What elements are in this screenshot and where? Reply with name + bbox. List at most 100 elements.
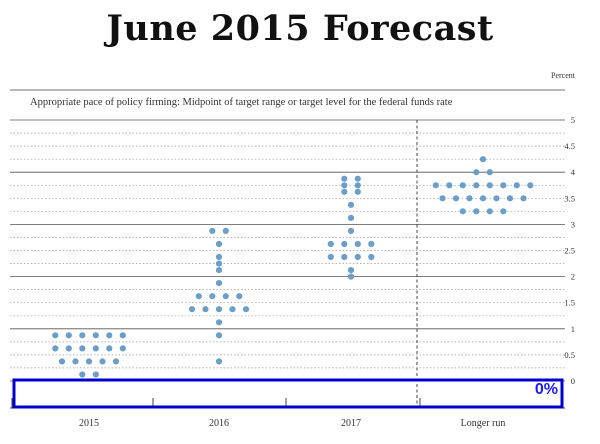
- participant-dot: [486, 169, 493, 176]
- participant-dot: [99, 358, 106, 365]
- participant-dot: [242, 306, 250, 313]
- participant-dot: [222, 227, 229, 234]
- participant-dot: [486, 208, 493, 215]
- participant-dot: [486, 182, 493, 189]
- chart-subtitle: Appropriate pace of policy firming: Midp…: [30, 97, 453, 108]
- participant-dot: [459, 182, 466, 189]
- participant-dot: [527, 182, 534, 189]
- y-tick-label: 0: [571, 376, 575, 386]
- y-tick-label: 5: [571, 115, 575, 125]
- participant-dot: [500, 182, 507, 189]
- y-tick-label: 3: [571, 219, 575, 229]
- participant-dot: [520, 195, 527, 202]
- participant-dot: [106, 345, 113, 352]
- participant-dot: [439, 195, 446, 202]
- y-tick-label: 4: [571, 167, 576, 177]
- participant-dot: [341, 188, 348, 195]
- axes: [10, 89, 565, 409]
- participant-dot: [188, 306, 196, 313]
- participant-dot: [473, 182, 480, 189]
- participant-dot: [506, 195, 514, 202]
- participant-dot: [119, 345, 126, 352]
- participant-dot: [347, 227, 355, 234]
- participant-dot: [119, 332, 126, 339]
- participant-dot: [347, 214, 355, 221]
- participant-dot: [215, 260, 223, 267]
- chart-title: June 2015 Forecast: [106, 8, 494, 49]
- participant-dot: [341, 182, 348, 189]
- y-tick-label: 2.5: [564, 246, 575, 256]
- participant-dot: [215, 280, 223, 287]
- dots: [52, 156, 534, 378]
- participant-dot: [79, 332, 86, 339]
- participant-dot: [215, 319, 223, 326]
- participant-dot: [452, 195, 460, 202]
- participant-dot: [215, 332, 223, 339]
- participant-dot: [215, 267, 223, 274]
- participant-dot: [112, 358, 120, 365]
- zero-highlight-box: [12, 378, 564, 409]
- participant-dot: [354, 188, 361, 195]
- participant-dot: [65, 332, 72, 339]
- participant-dot: [479, 156, 487, 163]
- participant-dot: [513, 182, 520, 189]
- participant-dot: [354, 240, 361, 248]
- y-tick-label: 4.5: [564, 141, 575, 151]
- participant-dot: [473, 169, 480, 176]
- participant-dot: [479, 195, 487, 202]
- participant-dot: [368, 253, 375, 261]
- participant-dot: [202, 306, 209, 313]
- x-category-label: 2017: [341, 418, 361, 429]
- y-tick-label: 1: [571, 324, 575, 334]
- participant-dot: [327, 253, 334, 261]
- participant-dot: [500, 208, 507, 215]
- x-tick-labels: 2015 2016 2017 Longer run: [79, 418, 505, 429]
- participant-dot: [354, 175, 361, 182]
- participant-dot: [215, 358, 223, 365]
- unit-label: Percent: [551, 71, 576, 80]
- participant-dot: [106, 332, 113, 339]
- participant-dot: [347, 273, 355, 280]
- participant-dot: [229, 306, 236, 313]
- participant-dot: [79, 371, 86, 378]
- participant-dot: [209, 227, 216, 234]
- x-category-label: Longer run: [461, 418, 506, 429]
- y-tick-labels: 0 0.5 1 1.5 2 2.5 3 3.5 4 4.5 5: [564, 115, 575, 386]
- participant-dot: [341, 175, 348, 182]
- participant-dot: [215, 306, 223, 313]
- participant-dot: [72, 358, 79, 365]
- x-category-label: 2015: [79, 418, 99, 429]
- participant-dot: [222, 293, 229, 300]
- participant-dot: [215, 240, 223, 248]
- x-category-label: 2016: [209, 418, 229, 429]
- participant-dot: [354, 253, 361, 261]
- participant-dot: [52, 332, 59, 339]
- participant-dot: [58, 358, 66, 365]
- participant-dot: [341, 253, 348, 261]
- participant-dot: [473, 208, 480, 215]
- participant-dot: [92, 371, 99, 378]
- participant-dot: [446, 182, 453, 189]
- participant-dot: [368, 240, 375, 248]
- participant-dot: [493, 195, 500, 202]
- participant-dot: [79, 345, 86, 352]
- y-tick-label: 3.5: [564, 193, 575, 203]
- participant-dot: [195, 293, 202, 300]
- participant-dot: [236, 293, 243, 300]
- participant-dot: [432, 182, 439, 189]
- participant-dot: [459, 208, 466, 215]
- participant-dot: [65, 345, 72, 352]
- gridlines: [10, 119, 565, 382]
- participant-dot: [92, 332, 99, 339]
- y-tick-label: 0.5: [564, 350, 575, 360]
- participant-dot: [92, 345, 99, 352]
- participant-dot: [209, 293, 216, 300]
- participant-dot: [52, 345, 59, 352]
- participant-dot: [466, 195, 473, 202]
- participant-dot: [327, 240, 334, 248]
- zero-percent-annotation: 0%: [535, 381, 558, 398]
- y-tick-label: 2: [571, 272, 575, 282]
- participant-dot: [341, 240, 348, 248]
- participant-dot: [347, 201, 355, 208]
